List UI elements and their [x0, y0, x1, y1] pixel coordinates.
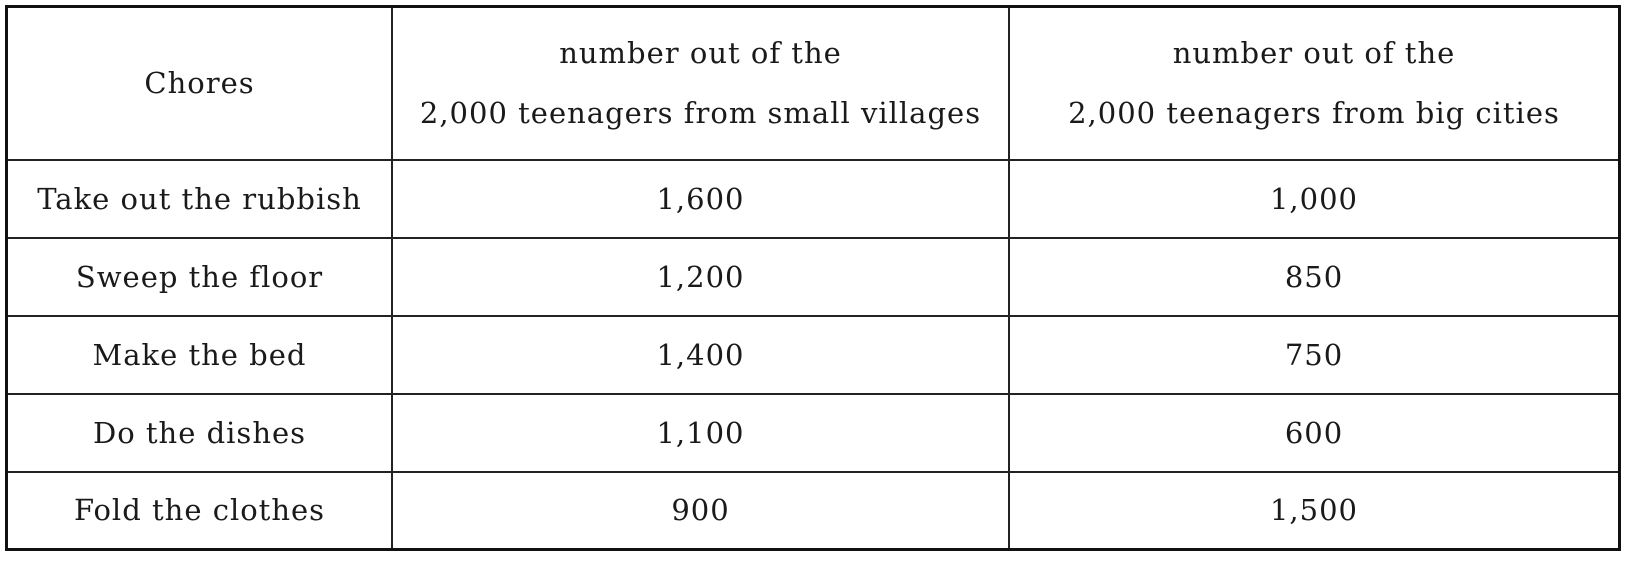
table-row: Make the bed 1,400 750 [5, 314, 1621, 395]
villages-cell: 1,200 [391, 236, 1010, 317]
chore-cell: Do the dishes [5, 392, 393, 473]
header-text: 2,000 teenagers from big cities [1068, 96, 1560, 131]
cities-cell: 1,500 [1008, 470, 1621, 551]
table-row: Sweep the floor 1,200 850 [5, 236, 1621, 317]
cities-cell: 750 [1008, 314, 1621, 395]
cities-cell: 850 [1008, 236, 1621, 317]
header-villages: number out of the 2,000 teenagers from s… [391, 5, 1010, 161]
villages-cell: 900 [391, 470, 1010, 551]
villages-cell: 1,400 [391, 314, 1010, 395]
table-row: Take out the rubbish 1,600 1,000 [5, 158, 1621, 239]
header-text: number out of the [559, 36, 842, 71]
chore-cell: Fold the clothes [5, 470, 393, 551]
header-text: 2,000 teenagers from small villages [419, 96, 982, 131]
header-text: Chores [144, 66, 255, 101]
table-row: Do the dishes 1,100 600 [5, 392, 1621, 473]
chore-cell: Make the bed [5, 314, 393, 395]
header-row: Chores number out of the 2,000 teenagers… [5, 5, 1621, 161]
villages-cell: 1,600 [391, 158, 1010, 239]
chore-cell: Take out the rubbish [5, 158, 393, 239]
cities-cell: 600 [1008, 392, 1621, 473]
header-chores: Chores [5, 5, 393, 161]
villages-cell: 1,100 [391, 392, 1010, 473]
cities-cell: 1,000 [1008, 158, 1621, 239]
header-cities: number out of the 2,000 teenagers from b… [1008, 5, 1621, 161]
chore-cell: Sweep the floor [5, 236, 393, 317]
chores-table: Chores number out of the 2,000 teenagers… [5, 5, 1621, 551]
header-text: number out of the [1172, 36, 1456, 71]
table-row: Fold the clothes 900 1,500 [5, 470, 1621, 551]
